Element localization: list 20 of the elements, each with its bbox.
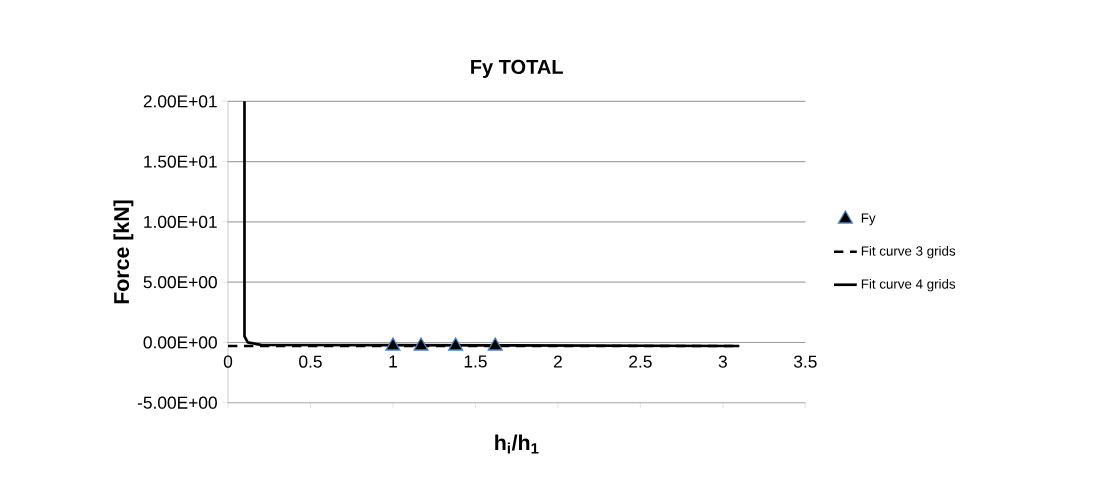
y-axis-title: Force [kN] [113, 200, 134, 304]
x-tick-label: 2 [553, 355, 562, 368]
x-tick-label: 0.5 [299, 355, 322, 368]
y-tick-label: -5.00E+00 [137, 396, 217, 409]
legend-label: Fit curve 4 grids [861, 279, 956, 292]
x-tick-label: 3 [718, 355, 727, 368]
y-tick-label: 1.00E+01 [144, 215, 217, 229]
x-tick-label: 1.5 [464, 355, 487, 368]
x-tick-label: 1 [389, 355, 397, 368]
legend-label: Fy [861, 213, 876, 226]
y-tick-label: 1.50E+01 [144, 155, 217, 168]
x-axis-title: h$_{i}$/h$_{1}$ [495, 434, 539, 454]
x-tick-label: 0 [223, 355, 233, 368]
y-tick-label: 2.00E+01 [143, 95, 217, 108]
chart-title: Fy TOTAL [471, 60, 563, 79]
legend-label: Fit curve 3 grids [861, 246, 956, 259]
y-tick-label: 5.00E+00 [143, 276, 217, 289]
x-tick-label: 2.5 [629, 355, 652, 368]
x-tick-label: 3.5 [793, 355, 817, 368]
y-tick-label: 0.00E+00 [143, 336, 217, 349]
